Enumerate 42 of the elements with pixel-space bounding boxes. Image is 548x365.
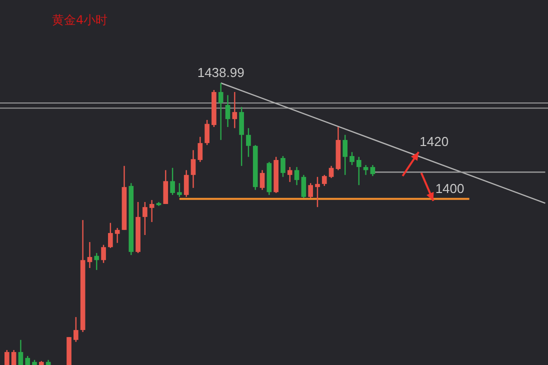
candlestick	[294, 166, 300, 186]
candlestick	[280, 155, 286, 178]
candlestick	[350, 151, 354, 166]
candlestick	[260, 170, 265, 190]
candlestick	[287, 166, 292, 183]
candlestick	[149, 199, 154, 223]
candlestick	[218, 82, 224, 141]
candlestick	[74, 316, 78, 342]
candlestick	[370, 164, 376, 177]
candlestick	[328, 165, 334, 179]
candlestick	[11, 349, 16, 365]
candlestick	[114, 227, 120, 244]
candlestick	[25, 355, 30, 365]
annotation: 1438.99	[197, 65, 244, 80]
candlestick	[198, 136, 203, 163]
candlestick	[108, 222, 113, 249]
candlestick	[204, 119, 210, 146]
candlestick	[315, 176, 320, 208]
annotation: 1400	[435, 180, 464, 196]
candlestick	[301, 174, 306, 199]
candlestick	[308, 182, 313, 199]
candlestick	[356, 156, 362, 186]
candlestick	[177, 182, 182, 198]
annotation: 1420	[420, 134, 449, 149]
chart-title: 黄金4小时	[52, 13, 108, 27]
candlestick	[322, 174, 327, 187]
candlestick	[170, 167, 175, 196]
candlestick	[232, 91, 238, 129]
candlestick	[190, 150, 196, 189]
candlestick	[18, 339, 24, 365]
candlestick	[246, 128, 251, 158]
candlestick	[239, 106, 244, 167]
candlestick	[142, 201, 148, 236]
candlestick	[4, 349, 10, 365]
candlestick	[94, 252, 100, 271]
candlestick	[87, 241, 92, 269]
candlestick	[184, 170, 189, 198]
candlestick	[363, 164, 368, 176]
candlestick	[342, 134, 348, 176]
candlestick	[225, 94, 230, 128]
candlestick	[101, 244, 106, 264]
candlestick	[163, 170, 168, 205]
